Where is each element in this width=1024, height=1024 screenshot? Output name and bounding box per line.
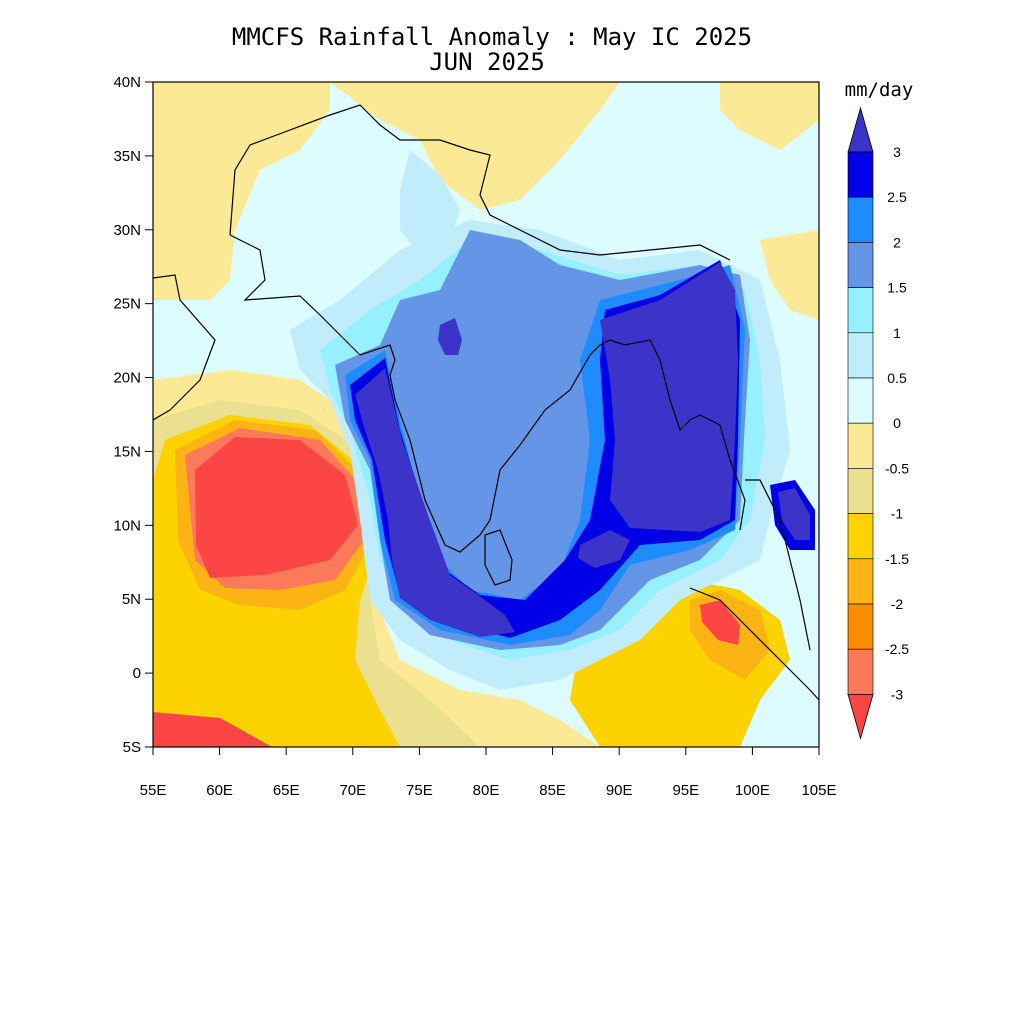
colorbar-label: -2.5 — [885, 641, 909, 657]
malaya-outline — [745, 479, 811, 651]
lon-tick-label: 55E — [140, 782, 167, 799]
wet-core-bay-south — [578, 530, 630, 568]
wet-core-westcoast — [355, 368, 515, 637]
lat-tick-label: 35N — [113, 148, 141, 165]
lat-axis: 40N 35N 30N 25N 20N 15N 10N 5N 0 5S — [113, 74, 153, 756]
lat-tick-label: 10N — [113, 517, 141, 534]
sumatra-outline — [689, 587, 819, 701]
lon-tick-label: 90E — [606, 782, 633, 799]
colorbar-label: -2 — [891, 596, 904, 612]
dry-sumatra-red — [700, 600, 740, 645]
colorbar-box — [847, 332, 874, 379]
coastlines — [153, 104, 819, 701]
colorbar-label: 2.5 — [887, 189, 907, 205]
lon-tick-label: 65E — [273, 782, 300, 799]
dry-east-patch — [760, 230, 819, 320]
colorbar-box — [847, 468, 874, 514]
dry-core-arabian — [195, 437, 358, 578]
dry-south-west-corner — [153, 712, 272, 747]
colorbar-label: 2 — [893, 234, 901, 250]
colorbar-box — [847, 287, 874, 334]
wet-core-malaya-inner — [778, 488, 810, 540]
colorbar-bottom-arrow — [847, 694, 874, 740]
dry-northeast — [720, 82, 819, 150]
colorbar: mm/day 3 2.5 2 1.5 1 0.5 0 -0.5 -1 -1.5 -2 -2.5 -3 — [845, 79, 914, 740]
colorbar-label: 0.5 — [887, 370, 907, 386]
colorbar-label: -1 — [891, 506, 904, 522]
lat-tick-label: 15N — [113, 443, 141, 460]
colorbar-top-arrow — [847, 106, 874, 153]
colorbar-label: -1.5 — [885, 551, 909, 567]
wet-north-pakistan — [400, 150, 460, 255]
arabia-coast — [153, 274, 216, 421]
colorbar-box — [847, 242, 874, 288]
lon-tick-label: 105E — [801, 782, 836, 799]
colorbar-box — [847, 377, 874, 424]
lon-tick-label: 60E — [206, 782, 233, 799]
colorbar-label: 0 — [893, 415, 901, 431]
wet-core-central-india — [438, 318, 462, 355]
lat-tick-label: 5N — [122, 591, 141, 608]
lat-tick-label: 40N — [113, 74, 141, 91]
lat-tick-label: 30N — [113, 222, 141, 239]
colorbar-box — [847, 648, 874, 695]
colorbar-label: 1 — [893, 325, 901, 341]
title-line-1: MMCFS Rainfall Anomaly : May IC 2025 — [232, 23, 752, 51]
lat-tick-label: 25N — [113, 296, 141, 313]
sri-lanka — [484, 529, 513, 586]
colorbar-label: -3 — [891, 686, 904, 702]
dry-northwest — [153, 82, 330, 300]
lat-tick-label: 0 — [133, 665, 141, 682]
colorbar-box — [847, 422, 874, 469]
colorbar-box — [847, 558, 874, 605]
title-line-2: JUN 2025 — [429, 48, 545, 76]
colorbar-box — [847, 603, 874, 650]
colorbar-box — [847, 196, 874, 243]
lon-tick-label: 80E — [473, 782, 500, 799]
lon-axis: 55E 60E 65E 70E 75E 80E 85E 90E 95E 100E 105E — [140, 747, 837, 799]
colorbar-box — [847, 151, 874, 198]
india-outline — [229, 234, 746, 553]
lon-tick-label: 100E — [735, 782, 770, 799]
lon-tick-label: 75E — [406, 782, 433, 799]
lon-tick-label: 70E — [339, 782, 366, 799]
colorbar-units: mm/day — [845, 79, 914, 101]
colorbar-label: 3 — [893, 144, 901, 160]
colorbar-box — [847, 513, 874, 560]
colorbar-label: -0.5 — [885, 460, 909, 476]
lat-tick-label: 20N — [113, 370, 141, 387]
himalaya-border — [229, 104, 731, 261]
dry-north-top — [330, 82, 620, 210]
lon-tick-label: 95E — [672, 782, 699, 799]
lon-tick-label: 85E — [539, 782, 566, 799]
colorbar-label: 1.5 — [887, 280, 907, 296]
lat-tick-label: 5S — [123, 739, 141, 756]
anomaly-field — [153, 82, 819, 747]
